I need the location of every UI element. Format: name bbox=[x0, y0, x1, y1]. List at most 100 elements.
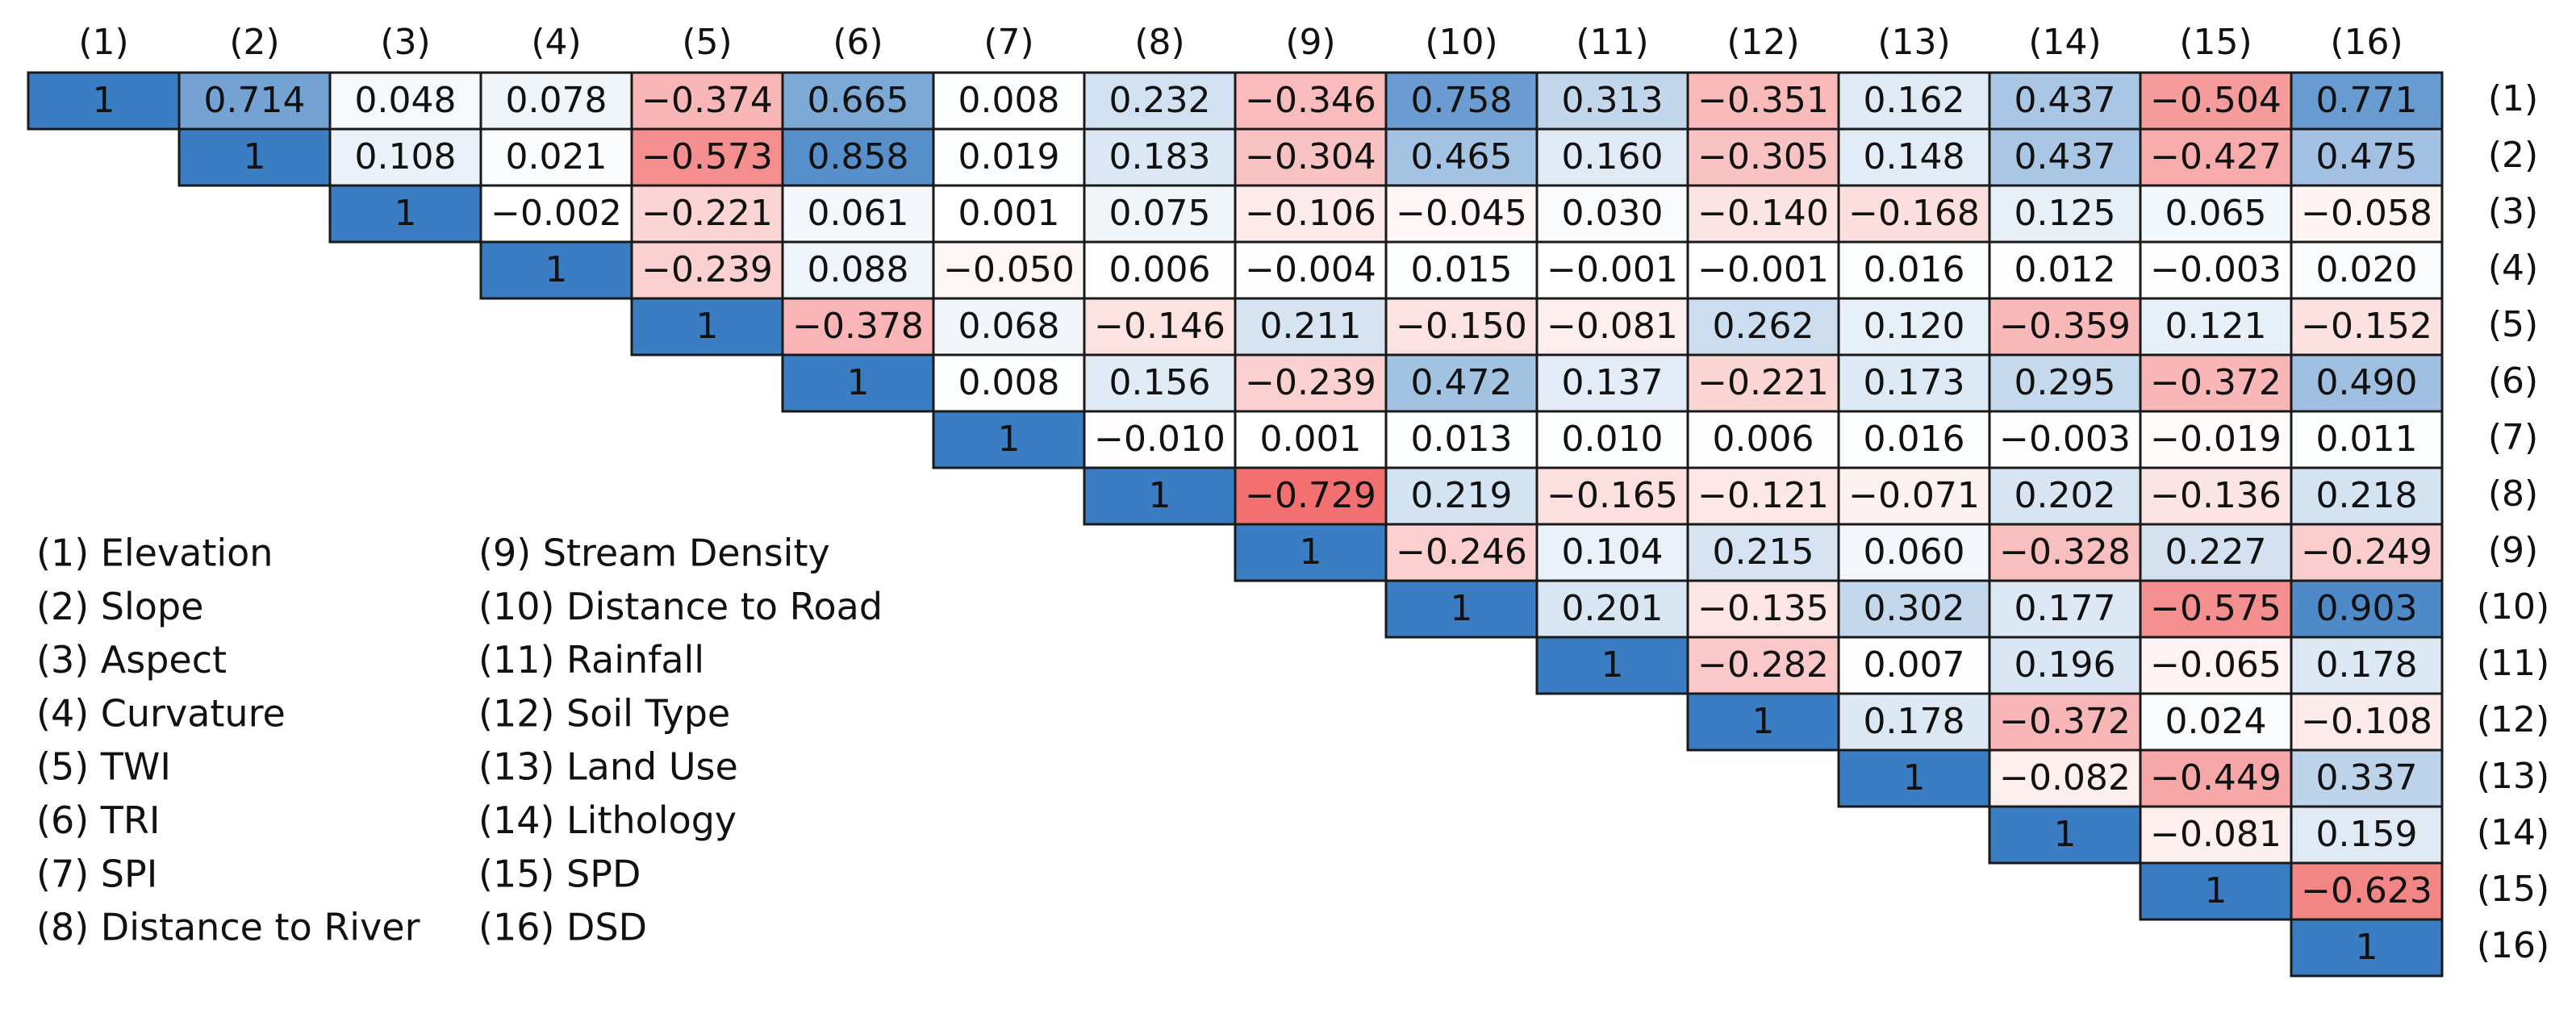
legend-item: (1) Elevation bbox=[36, 532, 273, 575]
cell-label: −0.140 bbox=[1697, 193, 1829, 234]
heatmap-cell bbox=[1988, 127, 2142, 187]
cell-label: −0.136 bbox=[2150, 475, 2282, 516]
cell-label: 1 bbox=[93, 80, 115, 121]
legend-item: (6) TRI bbox=[36, 798, 160, 842]
cell-label: −0.221 bbox=[641, 193, 773, 234]
cell-label: 0.011 bbox=[2316, 419, 2418, 460]
cell-label: 0.218 bbox=[2316, 475, 2418, 516]
cell-label: 0.008 bbox=[958, 362, 1060, 403]
cell-label: −0.221 bbox=[1697, 362, 1829, 403]
column-label: (2) bbox=[229, 22, 279, 63]
cell-label: −0.328 bbox=[1999, 532, 2131, 573]
heatmap-cell bbox=[932, 297, 1086, 356]
cell-label: 0.156 bbox=[1109, 362, 1211, 403]
cell-label: 0.015 bbox=[1411, 249, 1513, 290]
legend-item: (9) Stream Density bbox=[478, 532, 830, 575]
heatmap-cell bbox=[1083, 71, 1237, 131]
row-label: (3) bbox=[2488, 191, 2538, 232]
cell-label: −0.081 bbox=[2150, 814, 2282, 855]
heatmap-cell bbox=[1988, 71, 2142, 131]
cell-label: −0.001 bbox=[1547, 249, 1678, 290]
heatmap-cell bbox=[2290, 71, 2444, 131]
column-label: (16) bbox=[2330, 22, 2403, 63]
cell-label: 0.159 bbox=[2316, 814, 2418, 855]
cell-label: −0.071 bbox=[1848, 475, 1980, 516]
cell-label: 0.088 bbox=[808, 249, 909, 290]
heatmap-cell bbox=[1988, 240, 2142, 300]
cell-label: 0.001 bbox=[958, 193, 1060, 234]
heatmap-cell bbox=[1686, 240, 1840, 300]
heatmap-cell bbox=[781, 127, 935, 187]
heatmap-cell bbox=[2290, 861, 2444, 921]
cell-label: 0.178 bbox=[2316, 644, 2418, 686]
cell-label: −0.573 bbox=[641, 136, 773, 177]
cell-label: −0.246 bbox=[1396, 532, 1527, 573]
cell-label: −0.374 bbox=[641, 80, 773, 121]
row-label: (1) bbox=[2488, 78, 2538, 119]
cell-label: −0.003 bbox=[1999, 419, 2131, 460]
heatmap-cell bbox=[1988, 353, 2142, 413]
cell-label: −0.135 bbox=[1697, 588, 1829, 629]
column-label: (6) bbox=[833, 22, 883, 63]
cell-label: 0.337 bbox=[2316, 757, 2418, 798]
cell-label: 0.437 bbox=[2014, 136, 2116, 177]
column-label: (8) bbox=[1134, 22, 1184, 63]
cell-label: 0.012 bbox=[2014, 249, 2116, 290]
cell-label: −0.150 bbox=[1396, 306, 1527, 347]
cell-label: −0.121 bbox=[1697, 475, 1829, 516]
heatmap-cell bbox=[1083, 353, 1237, 413]
cell-label: 1 bbox=[395, 193, 417, 234]
cell-label: −0.152 bbox=[2301, 306, 2432, 347]
column-label: (9) bbox=[1285, 22, 1335, 63]
cell-label: −0.081 bbox=[1547, 306, 1678, 347]
cell-label: 1 bbox=[1300, 532, 1322, 573]
cell-label: −0.282 bbox=[1697, 644, 1829, 686]
cell-label: 0.196 bbox=[2014, 644, 2116, 686]
heatmap-cell bbox=[2290, 692, 2444, 752]
cell-label: −0.249 bbox=[2301, 532, 2432, 573]
cell-label: 1 bbox=[2205, 870, 2227, 911]
row-label: (10) bbox=[2477, 586, 2549, 627]
cell-label: 1 bbox=[1149, 475, 1171, 516]
heatmap-cell bbox=[1384, 579, 1539, 639]
cell-label: 1 bbox=[545, 249, 568, 290]
cell-label: 0.001 bbox=[1260, 419, 1362, 460]
heatmap-cell bbox=[2290, 579, 2444, 639]
heatmap-cell bbox=[1686, 353, 1840, 413]
legend-item: (8) Distance to River bbox=[36, 906, 420, 949]
cell-label: 0.019 bbox=[958, 136, 1060, 177]
cell-label: −0.108 bbox=[2301, 701, 2432, 742]
heatmap-cell bbox=[1384, 353, 1539, 413]
cell-label: 0.021 bbox=[506, 136, 607, 177]
heatmap-cell bbox=[1535, 523, 1689, 582]
cell-label: 0.162 bbox=[1864, 80, 1965, 121]
cell-label: 1 bbox=[1752, 701, 1775, 742]
cell-label: 0.060 bbox=[1864, 532, 1965, 573]
cell-label: −0.045 bbox=[1396, 193, 1527, 234]
heatmap-cell bbox=[1535, 353, 1689, 413]
cell-label: −0.729 bbox=[1245, 475, 1376, 516]
heatmap-cell bbox=[1535, 240, 1689, 300]
cell-label: 0.858 bbox=[808, 136, 909, 177]
heatmap-cell bbox=[1083, 466, 1237, 526]
heatmap-cell bbox=[1384, 297, 1539, 356]
column-label: (7) bbox=[983, 22, 1033, 63]
heatmap-cell bbox=[1988, 410, 2142, 469]
heatmap-cell bbox=[1535, 636, 1689, 695]
column-label: (1) bbox=[78, 22, 128, 63]
heatmap-cell bbox=[2139, 805, 2293, 865]
column-label: (5) bbox=[682, 22, 732, 63]
heatmap-cell bbox=[2139, 748, 2293, 808]
heatmap-cell bbox=[2290, 636, 2444, 695]
heatmap-cell bbox=[1988, 805, 2142, 865]
cell-label: 0.771 bbox=[2316, 80, 2418, 121]
cell-label: 1 bbox=[998, 419, 1021, 460]
heatmap-cell bbox=[2290, 127, 2444, 187]
cell-label: 0.108 bbox=[355, 136, 457, 177]
cell-label: 0.313 bbox=[1562, 80, 1664, 121]
cell-label: 0.024 bbox=[2165, 701, 2267, 742]
heatmap-cell bbox=[932, 184, 1086, 244]
cell-label: 0.007 bbox=[1864, 644, 1965, 686]
cell-label: 1 bbox=[1601, 644, 1624, 686]
